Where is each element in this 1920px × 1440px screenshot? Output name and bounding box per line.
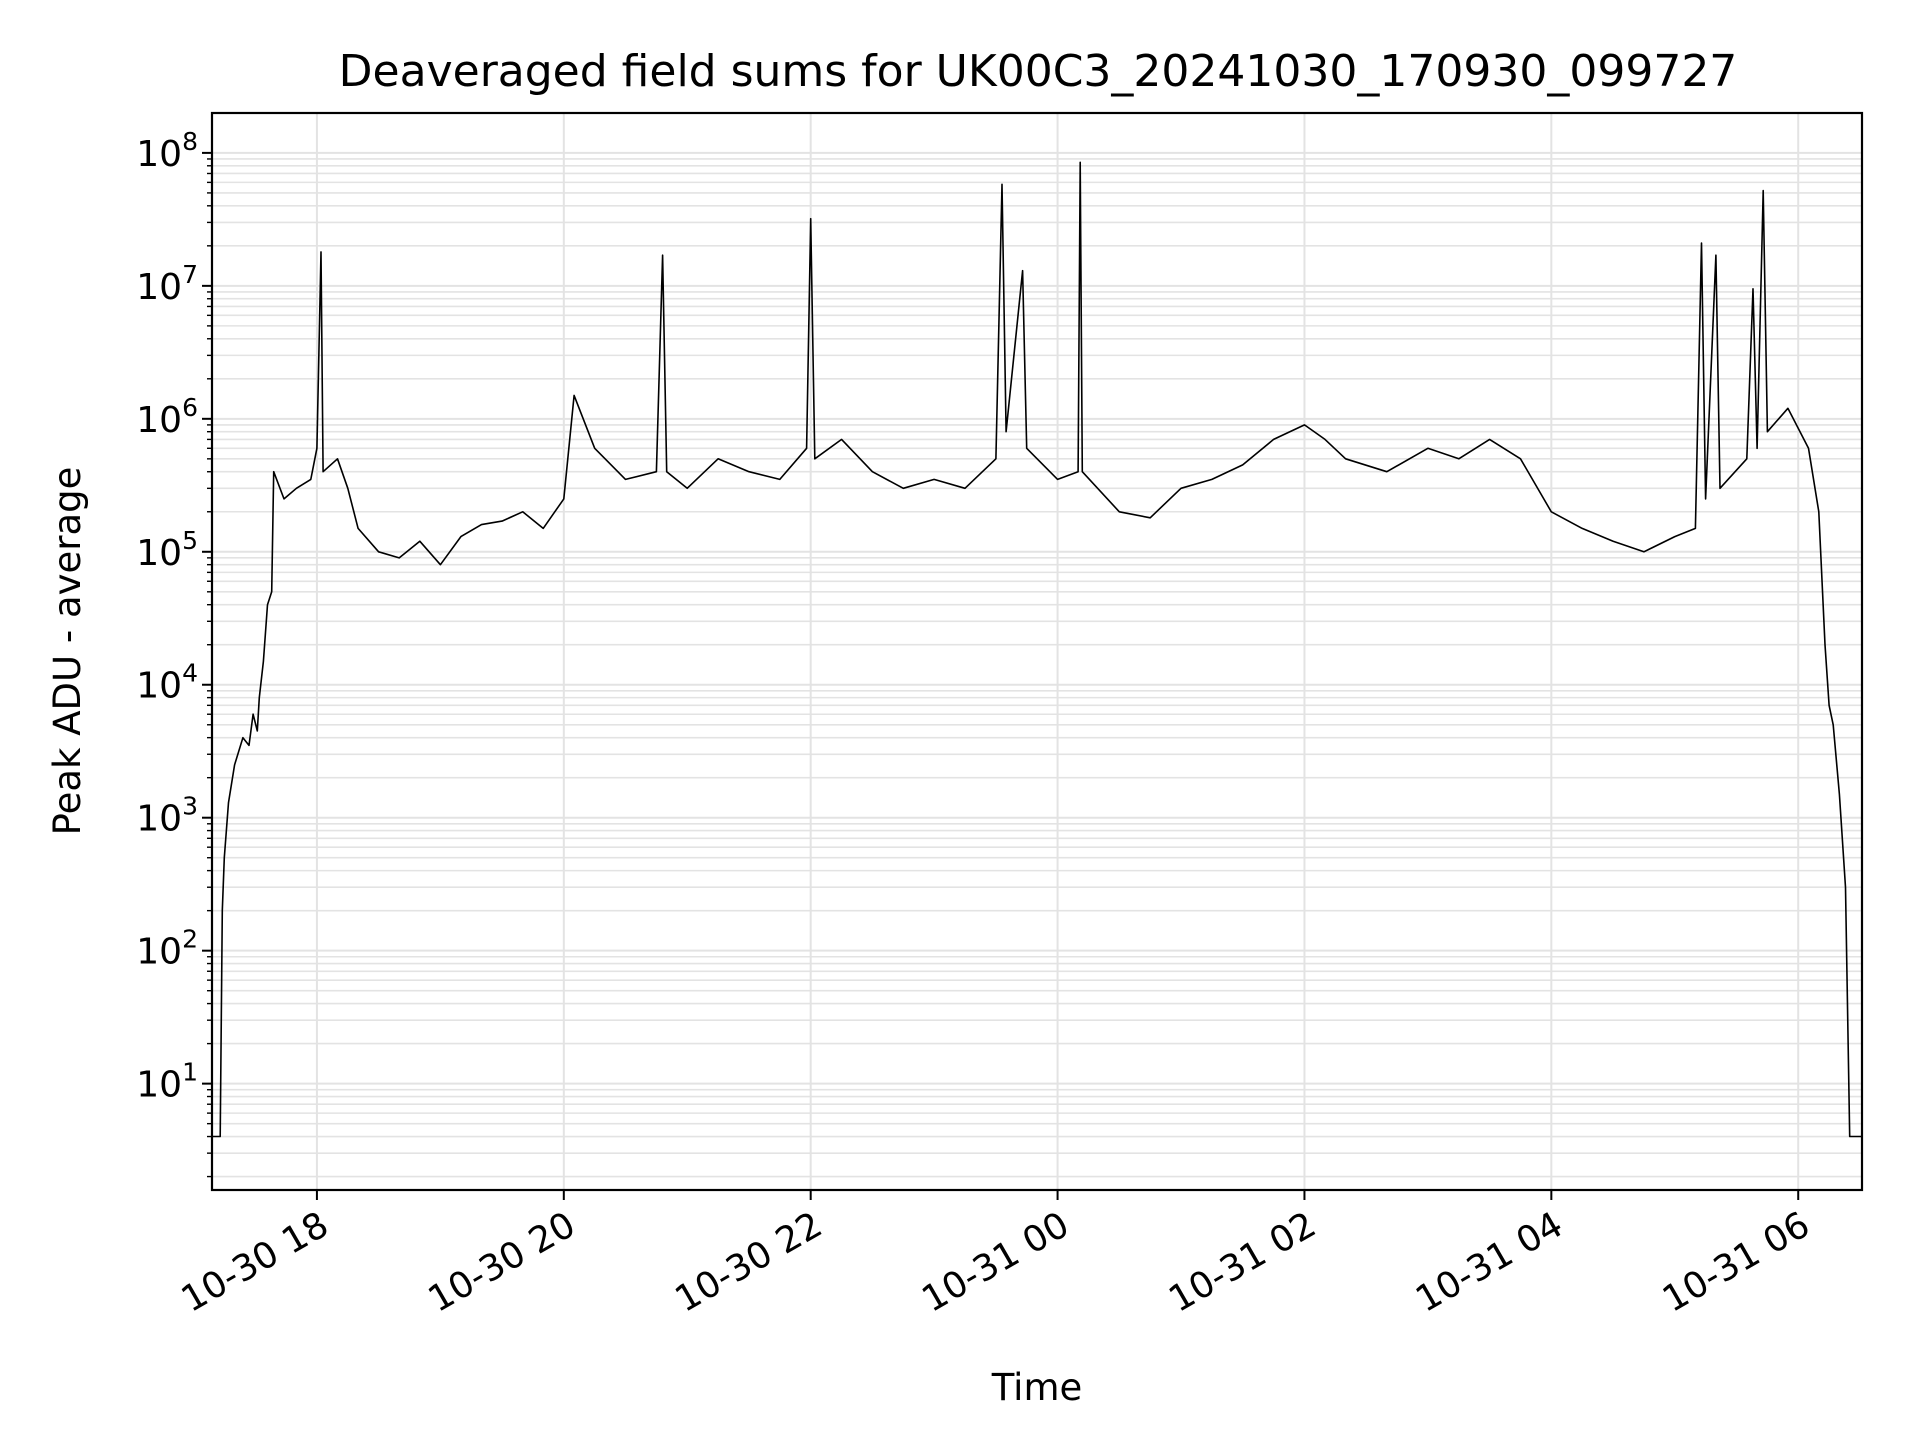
x-tick-label: 10-31 00: [915, 1204, 1076, 1320]
y-tick-label: 105: [136, 526, 198, 574]
x-tick-label: 10-31 04: [1409, 1204, 1570, 1320]
y-tick-label: 104: [136, 659, 198, 707]
y-tick-label: 108: [136, 127, 198, 175]
y-tick-label: 106: [136, 393, 198, 441]
x-tick-label: 10-30 20: [422, 1204, 583, 1320]
plot-frame: [210, 111, 1864, 1192]
x-tick-label: 10-31 02: [1162, 1204, 1323, 1320]
x-tick-label: 10-30 18: [175, 1204, 336, 1320]
y-tick-label: 107: [136, 260, 198, 308]
y-tick-label: 102: [136, 925, 198, 973]
y-axis-label: Peak ADU - average: [46, 467, 89, 836]
x-tick-label: 10-30 22: [669, 1204, 830, 1320]
y-tick-label: 101: [136, 1058, 198, 1106]
x-tick-label: 10-31 06: [1656, 1204, 1817, 1320]
grid: [212, 113, 1862, 1190]
y-tick-label: 103: [136, 792, 198, 840]
series-layer: [212, 161, 1862, 1138]
chart-title: Deaveraged field sums for UK00C3_2024103…: [339, 46, 1738, 97]
series-line: [212, 161, 1862, 1138]
x-axis-label: Time: [991, 1366, 1083, 1409]
